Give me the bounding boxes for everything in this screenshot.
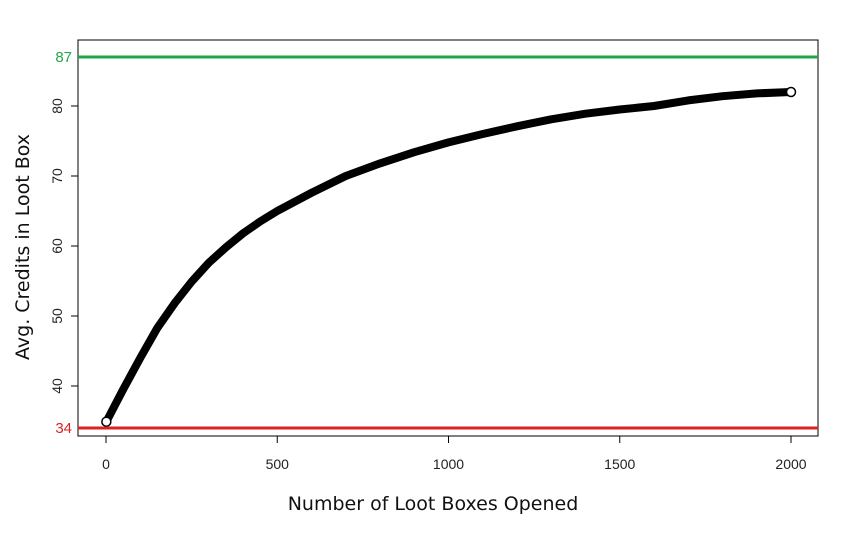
- y-axis: 40 50 60 70 80: [49, 98, 79, 394]
- y-tick-label: 70: [49, 168, 65, 184]
- y-tick-label: 40: [49, 378, 65, 394]
- reference-line-label: 34: [55, 420, 72, 437]
- series-line: [102, 88, 795, 426]
- x-tick-label: 2000: [775, 456, 806, 472]
- x-axis-title: Number of Loot Boxes Opened: [288, 493, 579, 515]
- y-tick-label: 80: [49, 98, 65, 114]
- y-tick-label: 50: [49, 308, 65, 324]
- x-tick-label: 1000: [433, 456, 464, 472]
- y-tick-label: 60: [49, 238, 65, 254]
- reference-line-label: 87: [55, 49, 72, 66]
- x-axis: 0 500 1000 1500 2000: [102, 435, 807, 472]
- data-point: [785, 86, 797, 98]
- reference-lines: 87 34: [55, 49, 818, 437]
- x-tick-label: 0: [102, 456, 110, 472]
- data-point: [101, 416, 112, 427]
- x-tick-label: 500: [266, 456, 290, 472]
- x-tick-label: 1500: [604, 456, 635, 472]
- y-axis-title: Avg. Credits in Loot Box: [12, 134, 34, 360]
- series-layer: [101, 86, 797, 427]
